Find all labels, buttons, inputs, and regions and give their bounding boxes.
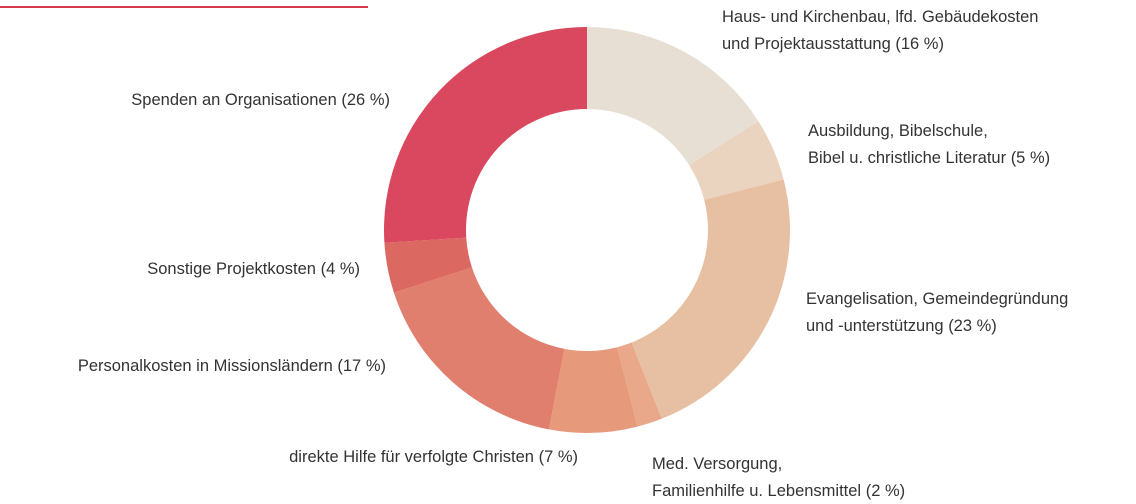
label-line: direkte Hilfe für verfolgte Christen (289, 448, 534, 466)
donut-segment (587, 27, 759, 166)
segment-label: Spenden an Organisationen (26 %) (131, 91, 390, 109)
value-label: (17 %) (337, 357, 386, 375)
label-line: Sonstige Projektkosten (147, 260, 316, 278)
value-label: (2 %) (866, 482, 905, 500)
donut-segment (384, 237, 472, 293)
value-label: (5 %) (1011, 149, 1050, 167)
segment-label: Evangelisation, Gemeindegründung und -unt… (806, 290, 1068, 335)
segment-label: Personalkosten in Missionsländern (17 %) (78, 357, 386, 375)
label-line: Spenden an Organisationen (131, 91, 337, 109)
donut-segment (384, 27, 587, 243)
label-line: Evangelisation, Gemeindegründung (806, 290, 1068, 308)
segment-label: Med. Versorgung, Familienhilfe u. Lebensm… (652, 455, 905, 500)
value-label: (23 %) (948, 317, 997, 335)
label-line: Familienhilfe u. Lebensmittel (652, 482, 861, 500)
segment-label: direkte Hilfe für verfolgte Christen (7 … (289, 448, 578, 466)
segment-label: Ausbildung, Bibelschule, Bibel u. christl… (808, 122, 1050, 167)
segment-label: Haus- und Kirchenbau, lfd. Gebäudekosten… (722, 8, 1038, 53)
segment-label: Sonstige Projektkosten (4 %) (147, 260, 360, 278)
label-line: Ausbildung, Bibelschule, (808, 122, 988, 140)
value-label: (7 %) (539, 448, 578, 466)
label-line: Bibel u. christliche Literatur (808, 149, 1007, 167)
donut-segment (689, 121, 784, 200)
value-label: (4 %) (321, 260, 360, 278)
label-line: Personalkosten in Missionsländern (78, 357, 333, 375)
label-line: und -unterstützung (806, 317, 944, 335)
value-label: (16 %) (895, 35, 944, 53)
donut-segment (548, 347, 638, 433)
label-line: Med. Versorgung, (652, 455, 782, 473)
label-line: und Projektausstattung (722, 35, 891, 53)
donut-segment (393, 267, 565, 430)
label-line: Haus- und Kirchenbau, lfd. Gebäudekosten (722, 8, 1038, 26)
donut-segment (631, 179, 790, 419)
value-label: (26 %) (341, 91, 390, 109)
donut-segment (617, 342, 662, 427)
